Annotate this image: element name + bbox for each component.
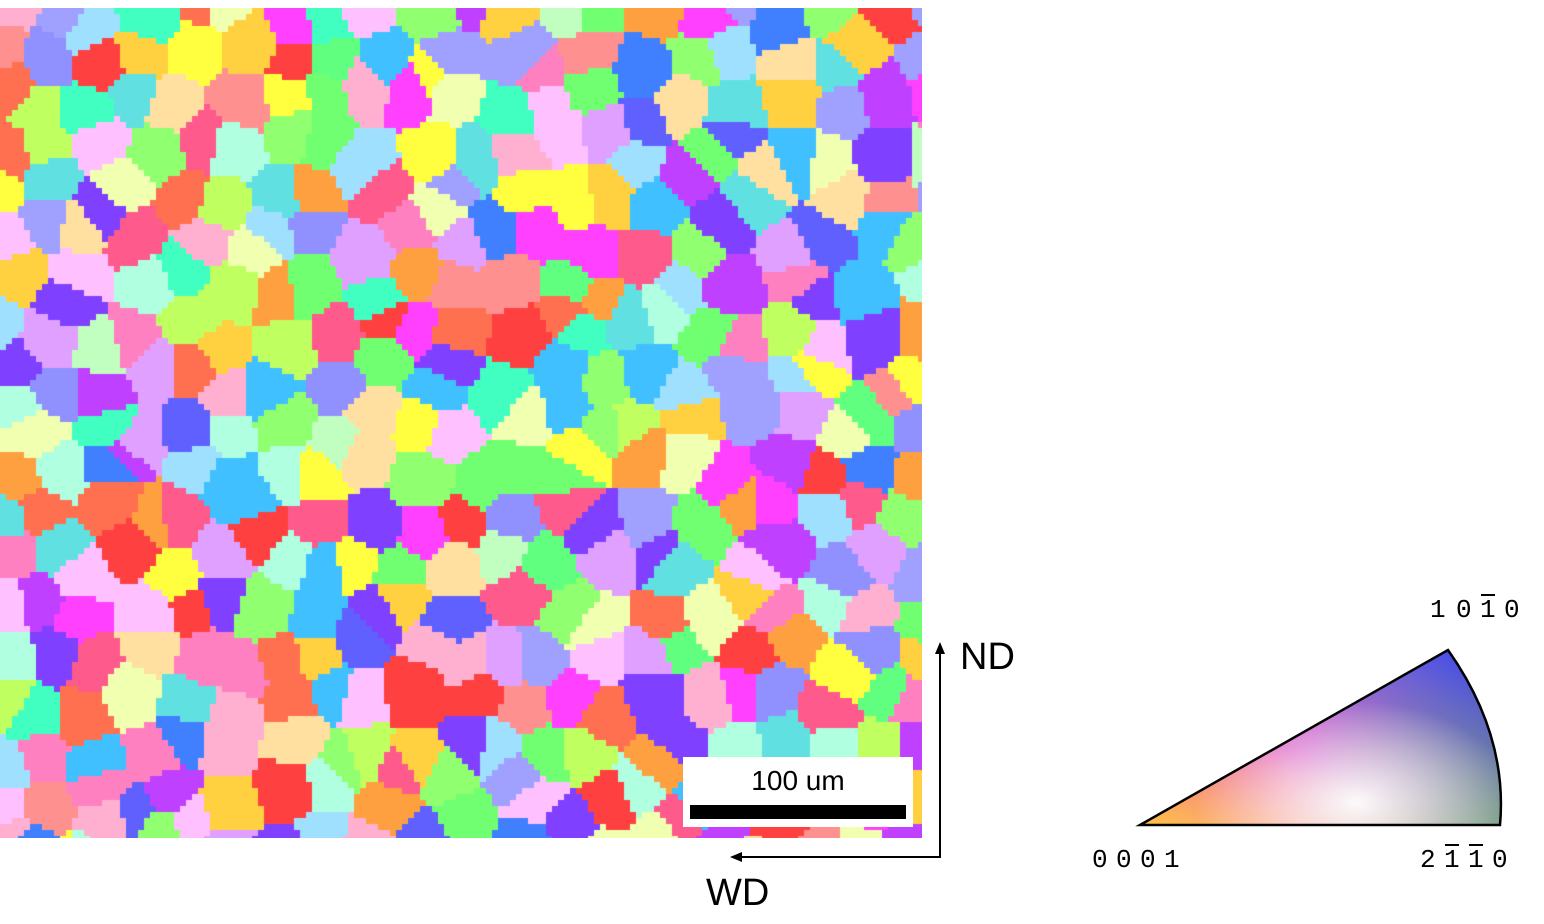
ipf-color-key: 1 0 1 0 0 0 0 1 2 1 1 0 [1092, 594, 1524, 875]
scale-bar: 100 um [683, 757, 913, 827]
ipf-label-top-1: 1 [1430, 595, 1450, 625]
ipf-gradient-fill [1140, 650, 1501, 825]
ipf-label-top-4: 0 [1504, 595, 1524, 625]
ipf-outline [1135, 648, 1503, 827]
ipf-label-left-2: 0 [1116, 845, 1136, 875]
ipf-label-right-3: 1 [1468, 845, 1488, 875]
ipf-label-top-3: 1 [1480, 595, 1500, 625]
nd-axis-label: ND [960, 636, 1015, 678]
ipf-label-right-4: 0 [1492, 845, 1512, 875]
sample-axes-arrows [730, 642, 945, 862]
ipf-label-top-2: 0 [1456, 595, 1476, 625]
scale-bar-line [690, 805, 906, 819]
wd-arrowhead-icon [730, 852, 742, 862]
ebsd-orientation-map [0, 8, 922, 838]
ipf-label-left-4: 1 [1164, 845, 1184, 875]
wd-axis-label: WD [706, 872, 770, 914]
nd-arrowhead-icon [935, 642, 945, 654]
ipf-label-left-1: 0 [1092, 845, 1112, 875]
ipf-label-right-2: 1 [1444, 845, 1464, 875]
ipf-label-right-1: 2 [1420, 845, 1440, 875]
ipf-label-left-3: 0 [1140, 845, 1160, 875]
scale-bar-label: 100 um [751, 765, 845, 796]
